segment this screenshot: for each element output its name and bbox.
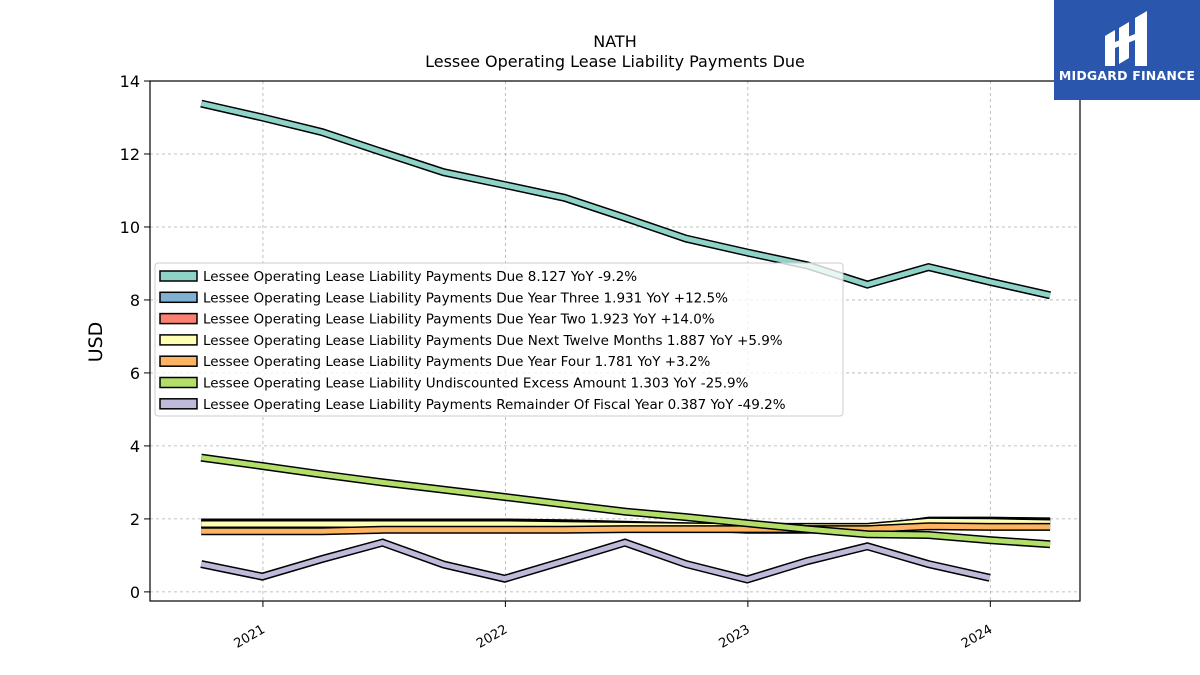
- series-line: [200, 538, 991, 584]
- legend-label: Lessee Operating Lease Liability Payment…: [203, 290, 728, 306]
- x-tick-label: 2023: [717, 622, 753, 652]
- y-axis: 0 2 4 6 8 10 12 14: [120, 72, 150, 602]
- plot-frame: [149, 80, 1081, 602]
- y-tick-label: 12: [120, 145, 140, 164]
- legend-label: Lessee Operating Lease Liability Payment…: [203, 354, 711, 370]
- x-axis: 2021 2022 2023 2024: [232, 601, 995, 652]
- y-tick-label: 8: [130, 291, 140, 310]
- legend-box: [154, 262, 844, 417]
- legend-label: Lessee Operating Lease Liability Payment…: [203, 312, 715, 328]
- legend-swatch: [159, 355, 198, 367]
- legend-label: Lessee Operating Lease Liability Undisco…: [203, 376, 749, 392]
- series-line: [200, 99, 1051, 300]
- brand-logo: MIDGARD FINANCE: [1054, 0, 1200, 100]
- legend-swatch: [159, 376, 198, 389]
- legend-swatch: [159, 291, 198, 304]
- y-tick-label: 4: [130, 437, 140, 456]
- y-tick-label: 0: [130, 583, 140, 602]
- legend-swatch: [159, 334, 198, 346]
- series-line-fill: [200, 101, 1051, 298]
- legend: Lessee Operating Lease Liability Payment…: [154, 262, 844, 417]
- y-axis-label: USD: [85, 322, 107, 363]
- legend-label: Lessee Operating Lease Liability Payment…: [203, 333, 783, 349]
- series-line-fill: [200, 455, 1051, 547]
- legend-label: Lessee Operating Lease Liability Payment…: [203, 269, 637, 285]
- series-line: [200, 453, 1051, 549]
- series-lines: [200, 99, 1051, 584]
- chart-title: NATH: [593, 32, 636, 51]
- legend-swatch: [159, 270, 198, 282]
- legend-swatch: [159, 312, 198, 325]
- x-tick-label: 2022: [474, 622, 510, 652]
- chart-subtitle: Lessee Operating Lease Liability Payment…: [425, 52, 805, 71]
- legend-label: Lessee Operating Lease Liability Payment…: [203, 397, 786, 413]
- legend-swatch: [159, 398, 198, 410]
- y-tick-label: 6: [130, 364, 140, 383]
- x-tick-label: 2021: [232, 622, 268, 652]
- y-tick-label: 10: [120, 218, 140, 237]
- brand-logo-icon: [1105, 11, 1147, 66]
- series-line-fill: [201, 523, 1051, 534]
- y-tick-label: 14: [120, 72, 140, 91]
- series-line-fill: [200, 539, 991, 583]
- x-tick-label: 2024: [959, 622, 995, 652]
- series-line: [201, 522, 1051, 536]
- y-tick-label: 2: [130, 510, 140, 529]
- brand-name: MIDGARD FINANCE: [1058, 68, 1196, 83]
